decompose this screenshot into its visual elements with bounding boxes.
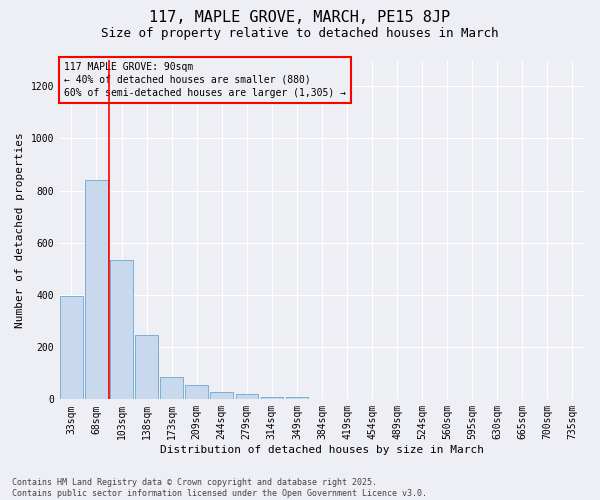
Text: 117, MAPLE GROVE, MARCH, PE15 8JP: 117, MAPLE GROVE, MARCH, PE15 8JP [149, 10, 451, 25]
Bar [160, 377, 183, 400]
Bar [60, 296, 83, 400]
Bar [185, 385, 208, 400]
Text: Size of property relative to detached houses in March: Size of property relative to detached ho… [101, 28, 499, 40]
Bar [136, 336, 158, 400]
Bar [286, 396, 308, 400]
Bar [85, 180, 108, 400]
Y-axis label: Number of detached properties: Number of detached properties [15, 132, 25, 328]
Text: 117 MAPLE GROVE: 90sqm
← 40% of detached houses are smaller (880)
60% of semi-de: 117 MAPLE GROVE: 90sqm ← 40% of detached… [64, 62, 346, 98]
Text: Contains HM Land Registry data © Crown copyright and database right 2025.
Contai: Contains HM Land Registry data © Crown c… [12, 478, 427, 498]
Bar [211, 392, 233, 400]
Bar [236, 394, 258, 400]
Bar [110, 260, 133, 400]
X-axis label: Distribution of detached houses by size in March: Distribution of detached houses by size … [160, 445, 484, 455]
Bar [260, 396, 283, 400]
